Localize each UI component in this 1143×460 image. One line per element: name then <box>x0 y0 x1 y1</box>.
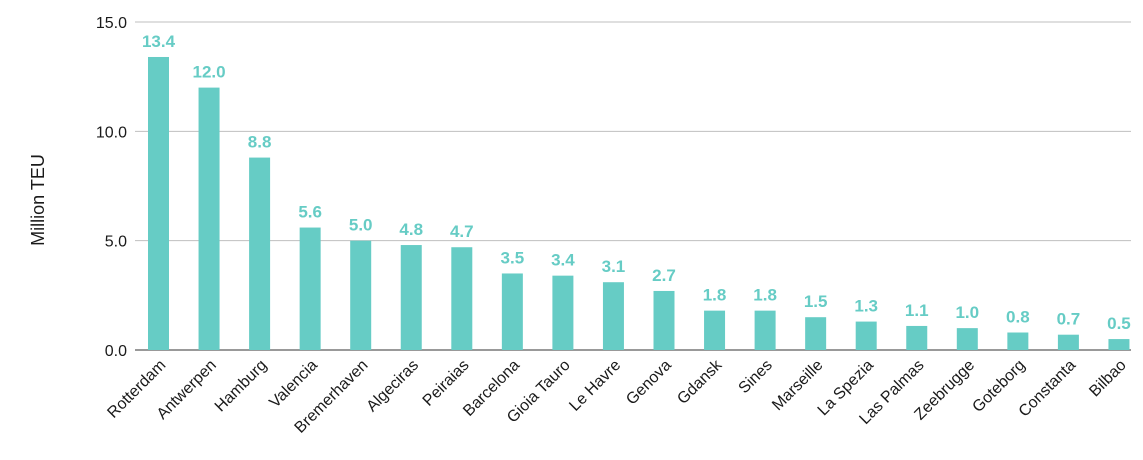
bar <box>1108 339 1130 350</box>
bar <box>249 157 271 350</box>
data-label: 4.8 <box>399 220 423 239</box>
data-label: 1.0 <box>955 303 979 322</box>
bar <box>1057 334 1079 350</box>
x-tick-label: Sines <box>736 357 776 397</box>
data-label: 8.8 <box>248 133 272 152</box>
bar <box>1007 332 1029 350</box>
data-label: 4.7 <box>450 222 474 241</box>
x-tick-label: Hamburg <box>212 357 271 416</box>
bar <box>400 245 422 350</box>
x-tick-label: Le Havre <box>566 357 624 415</box>
bar <box>299 227 321 350</box>
data-label: 0.5 <box>1107 314 1131 333</box>
x-axis-ticks: RotterdamAntwerpenHamburgValenciaBremerh… <box>104 356 1129 437</box>
bar <box>956 328 978 350</box>
data-label: 12.0 <box>193 63 226 82</box>
data-label: 3.1 <box>602 257 626 276</box>
data-label: 13.4 <box>142 32 176 51</box>
x-tick-label: Gdansk <box>674 356 726 408</box>
bar <box>198 87 220 350</box>
data-label: 5.6 <box>298 203 322 222</box>
y-axis-label: Million TEU <box>28 154 48 246</box>
data-label: 0.7 <box>1057 310 1081 329</box>
bar <box>350 240 372 350</box>
data-label: 1.3 <box>854 297 878 316</box>
data-label: 2.7 <box>652 266 676 285</box>
bar <box>855 321 877 350</box>
data-label: 1.8 <box>703 286 727 305</box>
data-label: 1.8 <box>753 286 777 305</box>
bar <box>805 317 827 350</box>
y-tick-label: 10.0 <box>96 124 127 141</box>
data-label: 0.8 <box>1006 308 1030 327</box>
bar <box>501 273 523 350</box>
data-label: 3.5 <box>501 248 525 267</box>
bars <box>148 56 1130 351</box>
bar <box>754 310 776 350</box>
x-tick-label: Peiraias <box>420 357 473 410</box>
y-tick-label: 0.0 <box>105 343 127 360</box>
bar <box>704 310 726 350</box>
data-label: 5.0 <box>349 216 373 235</box>
x-tick-label: Algeciras <box>364 357 423 416</box>
y-tick-label: 15.0 <box>96 15 127 32</box>
bar <box>148 56 169 351</box>
data-label: 3.4 <box>551 251 575 270</box>
x-tick-label: Genova <box>623 357 675 409</box>
y-axis-ticks: 0.0 5.0 10.0 15.0 <box>96 15 127 360</box>
data-labels: 13.4 12.0 8.8 5.6 5.0 4.8 4.7 3.5 3.4 3.1 2.7 1.8 1.… <box>142 32 1131 333</box>
bar <box>602 282 624 350</box>
bar <box>653 290 675 350</box>
data-label: 1.5 <box>804 292 828 311</box>
x-tick-label: Bilbao <box>1086 357 1130 401</box>
bar <box>451 247 473 350</box>
data-label: 1.1 <box>905 301 929 320</box>
y-tick-label: 5.0 <box>105 234 127 251</box>
gridlines <box>135 21 1131 351</box>
bar <box>906 325 928 350</box>
bar <box>552 275 574 350</box>
